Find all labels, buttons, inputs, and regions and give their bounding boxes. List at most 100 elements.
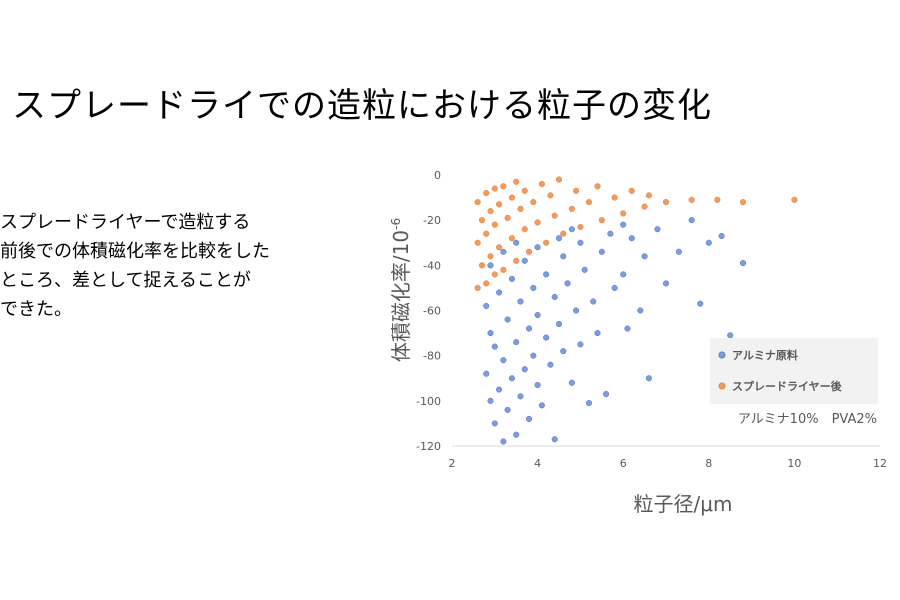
data-point-spraydried: [474, 284, 481, 291]
data-point-alumina: [543, 271, 550, 278]
data-point-alumina: [483, 370, 490, 377]
data-point-spraydried: [474, 239, 481, 246]
data-point-alumina: [628, 235, 635, 242]
data-point-spraydried: [491, 221, 498, 228]
data-point-alumina: [487, 330, 494, 337]
data-point-spraydried: [474, 199, 481, 206]
data-point-alumina: [611, 284, 618, 291]
data-point-spraydried: [645, 192, 652, 199]
data-point-alumina: [624, 325, 631, 332]
data-point-alumina: [688, 217, 695, 224]
data-point-alumina: [504, 316, 511, 323]
data-point-spraydried: [487, 208, 494, 215]
data-point-spraydried: [573, 187, 580, 194]
data-point-alumina: [508, 375, 515, 382]
data-point-alumina: [577, 341, 584, 348]
x-tick-label: 6: [620, 457, 627, 470]
data-point-spraydried: [543, 239, 550, 246]
data-point-alumina: [547, 361, 554, 368]
data-point-alumina: [525, 325, 533, 332]
data-point-alumina: [543, 334, 550, 341]
data-point-spraydried: [517, 205, 524, 212]
slide-title: スプレードライでの造粒における粒子の変化: [12, 86, 712, 126]
data-point-spraydried: [491, 185, 498, 192]
data-point-spraydried: [585, 199, 593, 206]
data-point-spraydried: [508, 235, 515, 242]
x-tick-label: 4: [534, 457, 541, 470]
data-point-spraydried: [487, 253, 494, 260]
data-point-spraydried: [521, 226, 528, 233]
data-point-alumina: [513, 239, 520, 246]
data-point-alumina: [641, 253, 648, 260]
data-point-alumina: [697, 300, 704, 307]
data-point-spraydried: [547, 192, 554, 199]
data-point-alumina: [560, 348, 567, 355]
x-axis-title: 粒子径/μm: [634, 492, 733, 516]
svg-text:体積磁化率/10-6: 体積磁化率/10-6: [389, 218, 413, 362]
data-point-alumina: [568, 226, 575, 233]
data-point-spraydried: [555, 176, 563, 183]
x-tick-label: 2: [449, 457, 456, 470]
data-point-alumina: [534, 311, 541, 319]
data-point-alumina: [718, 232, 725, 240]
body-line: 前後での体積磁化率を比較をした: [0, 241, 270, 262]
body-line: できた。: [0, 299, 72, 320]
data-point-spraydried: [500, 183, 507, 190]
data-point-alumina: [491, 420, 498, 427]
data-point-alumina: [573, 307, 580, 314]
data-point-spraydried: [496, 201, 503, 208]
y-tick-label: -100: [416, 395, 441, 408]
data-point-alumina: [662, 280, 670, 287]
data-point-alumina: [645, 375, 652, 382]
data-point-alumina: [675, 248, 682, 255]
x-tick-label: 12: [873, 457, 887, 470]
chart-annotation: アルミナ10% PVA2%: [738, 412, 877, 427]
data-point-spraydried: [538, 180, 545, 188]
data-point-alumina: [607, 230, 614, 237]
data-point-spraydried: [483, 190, 490, 197]
data-point-spraydried: [530, 199, 537, 206]
data-point-spraydried: [478, 262, 486, 269]
data-point-spraydried: [611, 194, 618, 201]
data-point-spraydried: [568, 205, 575, 212]
y-tick-label: -40: [423, 259, 441, 272]
data-point-spraydried: [500, 266, 507, 273]
data-point-spraydried: [521, 187, 528, 194]
data-point-alumina: [483, 302, 490, 310]
data-point-alumina: [654, 226, 661, 233]
x-tick-label: 10: [787, 457, 801, 470]
data-point-spraydried: [483, 230, 490, 237]
data-point-spraydried: [560, 230, 567, 237]
data-point-alumina: [564, 280, 571, 287]
data-point-spraydried: [508, 194, 515, 201]
body-line: ところ、差として捉えることが: [0, 270, 251, 291]
data-point-spraydried: [620, 210, 627, 217]
data-point-spraydried: [525, 248, 533, 255]
data-point-alumina: [513, 431, 520, 438]
data-point-alumina: [538, 402, 545, 409]
data-point-spraydried: [791, 196, 798, 203]
data-point-alumina: [705, 239, 712, 246]
y-tick-label: -60: [423, 305, 441, 318]
data-point-alumina: [581, 266, 588, 273]
data-point-spraydried: [662, 199, 670, 206]
data-point-alumina: [598, 248, 605, 255]
data-point-alumina: [496, 386, 503, 393]
data-point-alumina: [590, 298, 597, 305]
data-point-spraydried: [688, 196, 695, 203]
body-line: スプレードライヤーで造粒する: [0, 212, 251, 233]
y-axis-title-exponent: -6: [389, 218, 403, 230]
data-point-alumina: [517, 298, 524, 305]
data-point-spraydried: [739, 199, 747, 206]
data-point-spraydried: [594, 183, 601, 190]
data-point-alumina: [508, 275, 515, 282]
data-point-alumina: [739, 260, 747, 267]
data-point-alumina: [500, 357, 507, 364]
y-axis-title: 体積磁化率/10: [389, 230, 413, 362]
data-point-alumina: [504, 406, 511, 413]
data-point-alumina: [487, 262, 494, 269]
data-point-alumina: [603, 391, 610, 398]
y-tick-label: -120: [416, 440, 441, 453]
y-tick-label: -80: [423, 350, 441, 363]
data-point-alumina: [521, 366, 528, 373]
